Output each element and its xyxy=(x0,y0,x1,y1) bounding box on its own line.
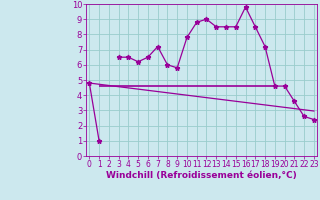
X-axis label: Windchill (Refroidissement éolien,°C): Windchill (Refroidissement éolien,°C) xyxy=(106,171,297,180)
